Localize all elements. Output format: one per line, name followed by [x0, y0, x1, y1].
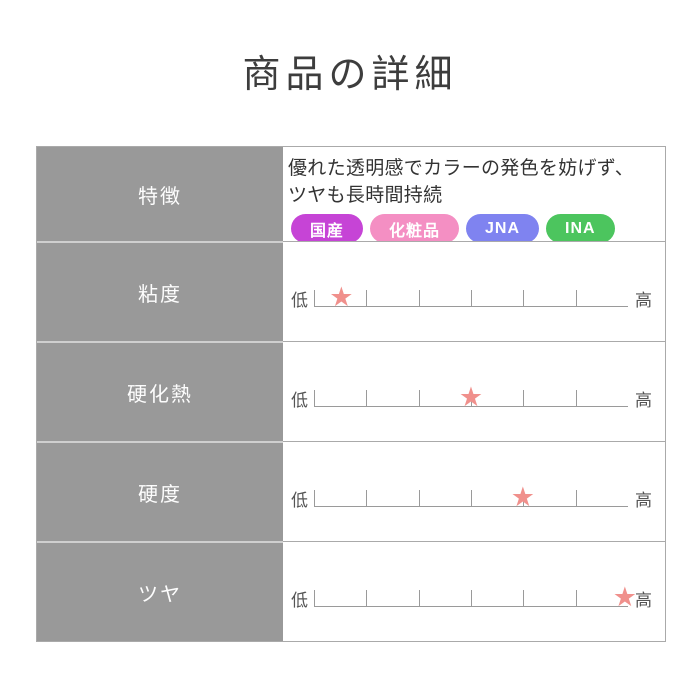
badge-jna: JNA: [466, 214, 540, 243]
scale-ruler: ★: [314, 284, 628, 311]
product-spec-table: 特徴 優れた透明感でカラーの発色を妨げず、 ツヤも長時間持続 国産 化粧品 JN…: [36, 146, 666, 642]
badge-domestic: 国産: [291, 214, 364, 243]
viscosity-scale-cell: 低 ★ 高: [283, 241, 665, 341]
curing-heat-scale-cell: 低 ★ 高: [283, 341, 665, 441]
scale-high-label: 高: [635, 291, 652, 310]
row-label-hardness: 硬度: [37, 441, 283, 541]
row-label-feature: 特徴: [37, 147, 283, 241]
table-row-hardness: 硬度 低 ★ 高: [37, 441, 665, 541]
badge-cosmetics: 化粧品: [370, 214, 460, 243]
scale-high-label: 高: [635, 591, 652, 610]
row-label-gloss: ツヤ: [37, 541, 283, 641]
badge-ina: INA: [546, 214, 615, 243]
rating-scale: 低 ★ 高: [283, 249, 665, 348]
feature-text: 優れた透明感でカラーの発色を妨げず、 ツヤも長時間持続 国産 化粧品 JNA I…: [283, 147, 665, 243]
scale-ruler: ★: [314, 584, 637, 611]
scale-ruler: ★: [314, 484, 628, 511]
table-row-curing-heat: 硬化熱 低 ★ 高: [37, 341, 665, 441]
scale-high-label: 高: [635, 391, 652, 410]
scale-high-label: 高: [635, 491, 652, 510]
row-label-curing-heat: 硬化熱: [37, 341, 283, 441]
scale-low-label: 低: [291, 591, 308, 610]
gloss-scale-cell: 低 ★ 高: [283, 541, 665, 641]
scale-low-label: 低: [291, 291, 308, 310]
hardness-scale-cell: 低 ★ 高: [283, 441, 665, 541]
feature-content-cell: 優れた透明感でカラーの発色を妨げず、 ツヤも長時間持続 国産 化粧品 JNA I…: [283, 147, 665, 243]
scale-low-label: 低: [291, 391, 308, 410]
page-title: 商品の詳細: [242, 54, 458, 96]
feature-line-1: 優れた透明感でカラーの発色を妨げず、: [288, 158, 635, 179]
rating-scale: 低 ★ 高: [283, 349, 665, 448]
row-label-viscosity: 粘度: [37, 241, 283, 341]
feature-line-2: ツヤも長時間持続: [288, 185, 443, 206]
badge-list: 国産 化粧品 JNA INA: [291, 214, 659, 243]
rating-scale: 低 ★ 高: [283, 449, 665, 548]
table-row-feature: 特徴 優れた透明感でカラーの発色を妨げず、 ツヤも長時間持続 国産 化粧品 JN…: [37, 147, 665, 243]
rating-scale: 低 ★ 高: [283, 549, 665, 648]
scale-ruler: ★: [314, 384, 628, 411]
table-row-viscosity: 粘度 低 ★ 高: [37, 241, 665, 341]
table-row-gloss: ツヤ 低 ★ 高: [37, 541, 665, 641]
scale-low-label: 低: [291, 491, 308, 510]
